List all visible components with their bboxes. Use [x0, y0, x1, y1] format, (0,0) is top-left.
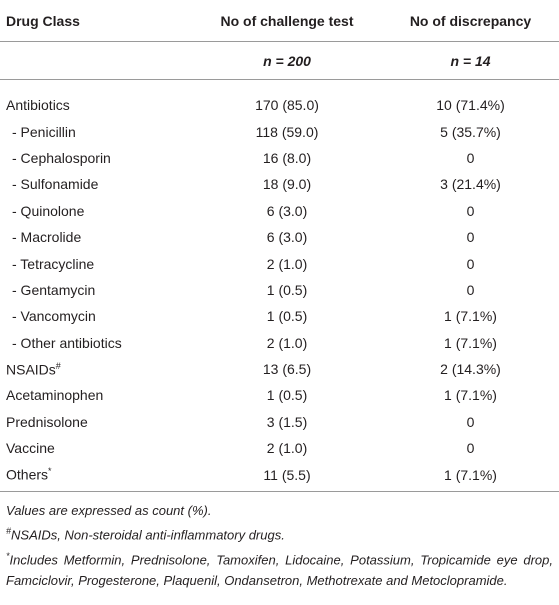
- table-cell: 1 (7.1%): [444, 334, 497, 351]
- table-cell: 6 (3.0): [266, 229, 308, 246]
- footnote-text: NSAIDs, Non-steroidal anti-inflammatory …: [11, 527, 285, 543]
- table-cell: 0: [466, 440, 475, 457]
- row-label-cell: - Macrolide: [0, 224, 192, 250]
- data-table: Drug Class No of challenge test No of di…: [0, 0, 559, 492]
- table-cell: 2 (14.3%): [440, 361, 501, 378]
- table-row: - Gentamycin 1 (0.5) 0: [0, 277, 559, 303]
- table-cell: 170 (85.0): [255, 97, 319, 114]
- row-label-cell: - Vancomycin: [0, 303, 192, 329]
- row-label-cell: - Cephalosporin: [0, 145, 192, 171]
- row-label-cell: Acetaminophen: [0, 382, 192, 408]
- table-cell: 3 (1.5): [266, 413, 308, 430]
- table-row: - Macrolide 6 (3.0) 0: [0, 224, 559, 250]
- row-label-cell: - Penicillin: [0, 118, 192, 144]
- footnote-mark: #: [55, 360, 61, 371]
- row-label: - Quinolone: [12, 202, 85, 219]
- table-row: NSAIDs# 13 (6.5) 2 (14.3%): [0, 356, 559, 382]
- table-cell: 2 (1.0): [266, 334, 308, 351]
- table-cell: 0: [466, 281, 475, 298]
- row-label: - Penicillin: [12, 123, 76, 140]
- row-label-cell: Vaccine: [0, 435, 192, 461]
- row-label-cell: - Sulfonamide: [0, 171, 192, 197]
- subheader-cell: n = 200: [192, 41, 382, 80]
- row-label: Acetaminophen: [6, 387, 104, 404]
- table-cell: 118 (59.0): [255, 123, 319, 140]
- table-cell: 0: [466, 149, 475, 166]
- row-label-cell: - Quinolone: [0, 198, 192, 224]
- table-row: - Tetracycline 2 (1.0) 0: [0, 250, 559, 276]
- row-label: - Sulfonamide: [12, 176, 99, 193]
- table-cell: 5 (35.7%): [440, 123, 501, 140]
- footnote-mark: #: [6, 526, 12, 537]
- table-cell: 1 (0.5): [266, 281, 308, 298]
- table-row: Prednisolone 3 (1.5) 0: [0, 409, 559, 435]
- table-cell: 0: [466, 202, 475, 219]
- table-row: - Other antibiotics 2 (1.0) 1 (7.1%): [0, 330, 559, 356]
- footnote-text: Values are expressed as count (%).: [6, 502, 212, 518]
- row-label: - Cephalosporin: [12, 149, 111, 166]
- table-cell: 1 (7.1%): [444, 308, 497, 325]
- footnote: Values are expressed as count (%).: [6, 501, 553, 522]
- footnote: #NSAIDs, Non-steroidal anti-inflammatory…: [6, 521, 553, 546]
- row-label-cell: Antibiotics: [0, 80, 192, 119]
- table-cell: 3 (21.4%): [440, 176, 501, 193]
- table-cell: 0: [466, 229, 475, 246]
- table-row: Acetaminophen 1 (0.5) 1 (7.1%): [0, 382, 559, 408]
- table-row: - Vancomycin 1 (0.5) 1 (7.1%): [0, 303, 559, 329]
- row-label-cell: Others*: [0, 461, 192, 492]
- table-row: - Quinolone 6 (3.0) 0: [0, 198, 559, 224]
- row-label-cell: Prednisolone: [0, 409, 192, 435]
- row-label-cell: - Gentamycin: [0, 277, 192, 303]
- table-row: Others* 11 (5.5) 1 (7.1%): [0, 461, 559, 492]
- table-cell: 1 (7.1%): [382, 461, 559, 492]
- subheader-row: n = 200 n = 14: [0, 41, 559, 80]
- table-row: Antibiotics 170 (85.0) 10 (71.4%): [0, 80, 559, 119]
- row-label-cell: NSAIDs#: [0, 356, 192, 382]
- header-cell: Drug Class: [0, 0, 192, 42]
- row-label: - Tetracycline: [12, 255, 95, 272]
- table-row: - Sulfonamide 18 (9.0) 3 (21.4%): [0, 171, 559, 197]
- footnotes: Values are expressed as count (%). #NSAID…: [0, 492, 559, 592]
- header-cell: No of discrepancy: [382, 0, 559, 42]
- subheader-cell: n = 14: [382, 41, 559, 80]
- row-label: - Vancomycin: [12, 308, 96, 325]
- table-cell: 16 (8.0): [262, 149, 312, 166]
- table-row: - Cephalosporin 16 (8.0) 0: [0, 145, 559, 171]
- table-cell: 10 (71.4%): [436, 97, 505, 114]
- table-cell: 1 (0.5): [266, 308, 308, 325]
- footnote-mark: *: [6, 551, 10, 562]
- table-cell: 2 (1.0): [266, 255, 308, 272]
- row-label-cell: - Tetracycline: [0, 250, 192, 276]
- row-label: - Other antibiotics: [12, 334, 122, 351]
- table-cell: 2 (1.0): [266, 440, 308, 457]
- footnote-mark: *: [48, 466, 52, 477]
- table-cell: 13 (6.5): [262, 361, 312, 378]
- row-label: NSAIDs: [6, 361, 56, 378]
- table-cell: 1 (0.5): [266, 387, 308, 404]
- footnote-text: Includes Metformin, Prednisolone, Tamoxi…: [6, 552, 553, 589]
- table-cell: 18 (9.0): [262, 176, 312, 193]
- row-label: - Gentamycin: [12, 281, 96, 298]
- table-row: - Penicillin 118 (59.0) 5 (35.7%): [0, 118, 559, 144]
- subheader-spacer: [0, 41, 192, 80]
- row-label-cell: - Other antibiotics: [0, 330, 192, 356]
- row-label: Vaccine: [6, 440, 55, 457]
- header-cell: No of challenge test: [192, 0, 382, 42]
- footnote: *Includes Metformin, Prednisolone, Tamox…: [6, 546, 553, 591]
- header-row: Drug Class No of challenge test No of di…: [0, 0, 559, 42]
- row-label: Antibiotics: [6, 97, 70, 114]
- table-cell: 11 (5.5): [192, 461, 382, 492]
- table-cell: 0: [466, 255, 475, 272]
- row-label: Others: [6, 466, 49, 483]
- table-cell: 6 (3.0): [266, 202, 308, 219]
- table-cell: 1 (7.1%): [444, 387, 497, 404]
- table-row: Vaccine 2 (1.0) 0: [0, 435, 559, 461]
- row-label: - Macrolide: [12, 229, 82, 246]
- table-cell: 0: [466, 413, 475, 430]
- row-label: Prednisolone: [6, 413, 88, 430]
